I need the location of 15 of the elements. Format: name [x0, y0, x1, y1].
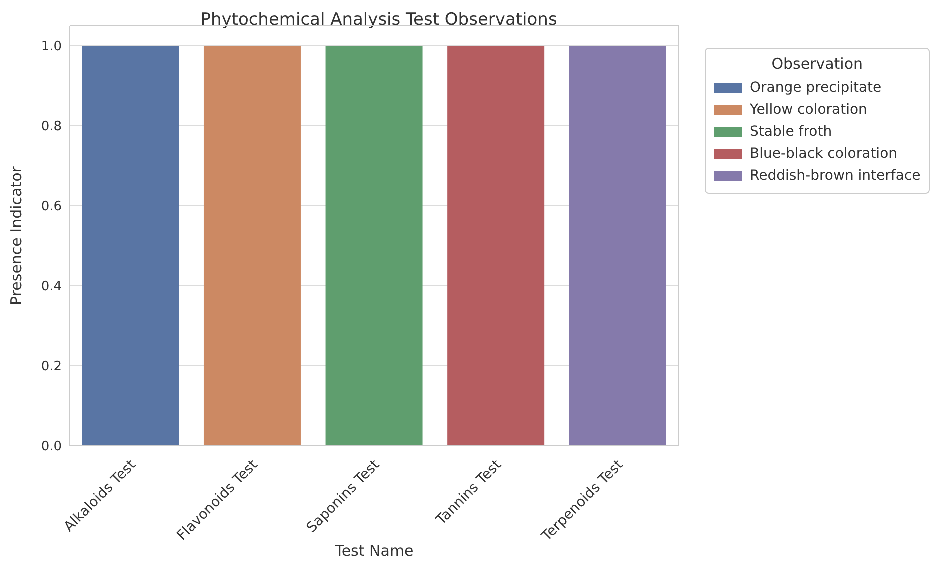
legend-label: Reddish-brown interface: [749, 167, 921, 186]
legend-label: Yellow coloration: [749, 101, 868, 120]
legend-label: Stable froth: [749, 123, 834, 142]
y-tick-label: 1.0: [41, 40, 62, 55]
legend-label: Blue-black coloration: [749, 145, 899, 164]
y-tick-label: 0.2: [41, 360, 62, 375]
y-tick-label: 0.4: [41, 280, 62, 295]
x-axis-title: Test Name: [334, 542, 414, 560]
y-tick-label: 0.0: [41, 440, 62, 455]
legend-title: Observation: [770, 55, 864, 73]
y-tick-label: 0.6: [41, 200, 62, 215]
chart-title: Phytochemical Analysis Test Observations: [200, 10, 558, 30]
y-tick-label: 0.8: [41, 120, 62, 135]
y-axis-title: Presence Indicator: [7, 166, 26, 306]
legend-label: Orange precipitate: [749, 79, 883, 98]
